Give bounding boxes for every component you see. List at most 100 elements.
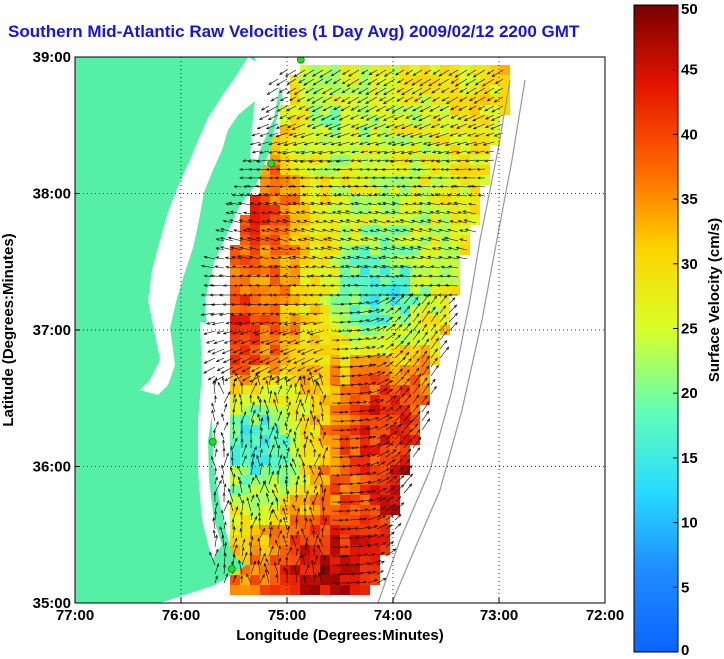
velocity-cell (290, 205, 300, 215)
velocity-cell (440, 295, 450, 305)
velocity-arrowhead (456, 193, 460, 197)
velocity-arrowhead (365, 337, 370, 341)
velocity-cell (360, 585, 370, 595)
velocity-cell (320, 375, 330, 385)
velocity-arrowhead (374, 300, 379, 303)
velocity-arrowhead (262, 377, 266, 380)
velocity-arrowhead (250, 369, 255, 372)
velocity-arrow (270, 321, 279, 324)
velocity-arrowhead (293, 228, 298, 232)
velocity-arrow (232, 194, 243, 197)
velocity-arrow (341, 96, 351, 103)
velocity-arrowhead (447, 265, 452, 269)
velocity-arrowhead (355, 255, 360, 259)
velocity-cell (280, 295, 290, 305)
velocity-arrowhead (323, 488, 327, 492)
y-tick-label: 35:00 (33, 595, 71, 612)
velocity-arrowhead (467, 133, 471, 137)
velocity-arrow (436, 210, 450, 215)
velocity-arrowhead (444, 236, 448, 240)
velocity-arrowhead (303, 430, 307, 435)
velocity-cell (380, 365, 390, 375)
velocity-arrow (358, 364, 373, 368)
velocity-arrowhead (211, 409, 215, 414)
velocity-arrow (394, 295, 405, 305)
velocity-arrowhead (349, 229, 354, 232)
velocity-arrowhead (263, 480, 267, 485)
velocity-arrowhead (270, 98, 275, 102)
velocity-arrow (367, 346, 376, 350)
velocity-arrowhead (302, 237, 307, 241)
velocity-arrowhead (303, 497, 307, 502)
velocity-arrowhead (378, 515, 382, 518)
velocity-cell (280, 395, 290, 405)
velocity-cell (250, 435, 260, 445)
velocity-arrow (357, 194, 369, 197)
velocity-cell (240, 425, 250, 435)
velocity-arrowhead (401, 134, 406, 138)
velocity-arrowhead (412, 211, 416, 215)
velocity-arrowhead (223, 521, 227, 526)
velocity-arrowhead (287, 525, 291, 530)
velocity-arrowhead (315, 534, 319, 539)
velocity-cell (420, 245, 430, 255)
velocity-cell (480, 75, 490, 85)
velocity-arrow (487, 69, 495, 75)
velocity-arrowhead (376, 133, 381, 137)
velocity-arrow (385, 275, 396, 278)
velocity-arrowhead (386, 450, 390, 454)
velocity-arrowhead (259, 448, 263, 453)
velocity-arrow (494, 132, 504, 137)
velocity-cell (340, 555, 350, 565)
velocity-arrowhead (275, 429, 279, 434)
velocity-cell (300, 285, 310, 295)
velocity-cell (440, 65, 450, 75)
velocity-arrow (491, 69, 504, 77)
velocity-arrow (283, 498, 288, 512)
velocity-arrow (465, 229, 477, 233)
velocity-arrowhead (249, 551, 253, 556)
velocity-arrowhead (329, 255, 334, 259)
velocity-arrow (375, 141, 387, 146)
velocity-cell (230, 255, 240, 265)
velocity-cell (240, 515, 250, 525)
velocity-arrowhead (233, 284, 238, 288)
velocity-cell (440, 275, 450, 285)
velocity-arrowhead (375, 73, 380, 77)
velocity-arrow (276, 574, 279, 584)
velocity-arrow (275, 194, 288, 197)
velocity-cell (390, 375, 400, 385)
velocity-arrowhead (225, 211, 229, 215)
velocity-arrow (358, 409, 373, 413)
velocity-arrow (255, 474, 261, 485)
velocity-arrow (376, 477, 390, 485)
velocity-arrowhead (225, 265, 229, 269)
velocity-arrowhead (267, 117, 272, 120)
velocity-arrowhead (329, 293, 333, 297)
velocity-cell (340, 525, 350, 535)
velocity-arrowhead (284, 376, 288, 381)
velocity-cell (350, 275, 360, 285)
velocity-arrowhead (426, 219, 431, 223)
velocity-arrowhead (320, 274, 324, 278)
velocity-arrow (325, 123, 333, 128)
velocity-cell (310, 215, 320, 225)
velocity-arrowhead (277, 331, 282, 335)
velocity-arrowhead (287, 193, 291, 197)
velocity-arrowhead (251, 419, 255, 424)
velocity-arrow (386, 220, 396, 224)
velocity-arrow (376, 523, 388, 530)
velocity-arrowhead (359, 238, 364, 242)
velocity-arrowhead (305, 435, 309, 440)
velocity-arrow (261, 312, 270, 315)
velocity-arrowhead (394, 176, 398, 180)
velocity-arrowhead (403, 193, 408, 197)
velocity-cell (440, 185, 450, 195)
velocity-cell (390, 285, 400, 295)
velocity-arrowhead (405, 387, 410, 392)
velocity-arrow (403, 483, 412, 494)
velocity-arrowhead (355, 274, 360, 278)
velocity-cell (300, 215, 310, 225)
velocity-arrowhead (311, 403, 315, 407)
velocity-arrowhead (366, 562, 371, 565)
